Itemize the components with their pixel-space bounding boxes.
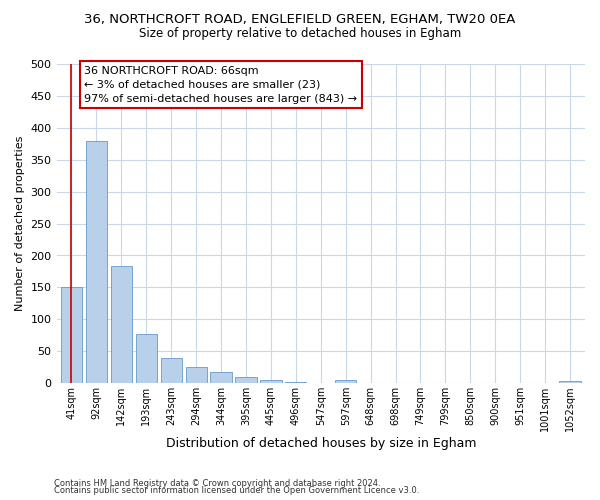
X-axis label: Distribution of detached houses by size in Egham: Distribution of detached houses by size … <box>166 437 476 450</box>
Text: Contains HM Land Registry data © Crown copyright and database right 2024.: Contains HM Land Registry data © Crown c… <box>54 478 380 488</box>
Bar <box>61 288 82 383</box>
Bar <box>185 367 207 383</box>
Text: 36, NORTHCROFT ROAD, ENGLEFIELD GREEN, EGHAM, TW20 0EA: 36, NORTHCROFT ROAD, ENGLEFIELD GREEN, E… <box>85 12 515 26</box>
Bar <box>211 372 232 383</box>
Bar <box>136 334 157 383</box>
Bar <box>161 358 182 383</box>
Bar <box>260 380 281 383</box>
Y-axis label: Number of detached properties: Number of detached properties <box>15 136 25 312</box>
Bar <box>335 380 356 383</box>
Text: Contains public sector information licensed under the Open Government Licence v3: Contains public sector information licen… <box>54 486 419 495</box>
Bar <box>559 380 581 383</box>
Bar <box>86 140 107 383</box>
Text: Size of property relative to detached houses in Egham: Size of property relative to detached ho… <box>139 28 461 40</box>
Bar <box>111 266 132 383</box>
Bar <box>285 382 307 383</box>
Bar <box>235 377 257 383</box>
Text: 36 NORTHCROFT ROAD: 66sqm
← 3% of detached houses are smaller (23)
97% of semi-d: 36 NORTHCROFT ROAD: 66sqm ← 3% of detach… <box>84 66 357 104</box>
